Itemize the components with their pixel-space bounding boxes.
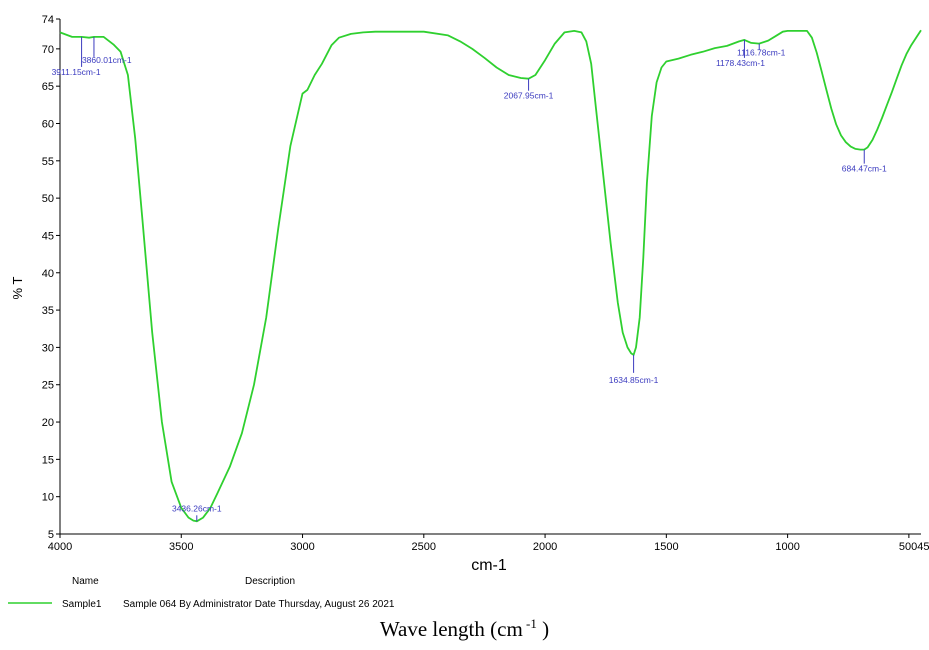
y-tick-label: 70 bbox=[42, 44, 54, 56]
caption-superscript: -1 bbox=[522, 616, 537, 631]
legend-header-description: Description bbox=[245, 576, 295, 587]
legend: Name Description Sample1 Sample 064 By A… bbox=[8, 576, 395, 610]
peak-label: 1178.43cm-1 bbox=[716, 58, 765, 68]
y-tick-label: 45 bbox=[42, 230, 54, 242]
y-tick-label: 25 bbox=[42, 380, 54, 392]
y-axis-title: % T bbox=[10, 277, 25, 300]
peak-label: 684.47cm-1 bbox=[842, 164, 887, 174]
y-tick-label: 10 bbox=[42, 492, 54, 504]
x-axis-title: cm-1 bbox=[471, 557, 507, 574]
y-tick-label: 15 bbox=[42, 454, 54, 466]
caption-text: Wave length (cm bbox=[379, 617, 523, 641]
series-line-sample1 bbox=[59, 29, 922, 523]
peak-label: 1116.78cm-1 bbox=[737, 48, 786, 58]
peak-label: 3860.01cm-1 bbox=[82, 55, 132, 65]
peak-annotations: 3860.01cm-1 3911.15cm-1 3436.26cm-1 2067.95… bbox=[52, 36, 887, 522]
x-tick-label: 500450 bbox=[899, 541, 929, 553]
legend-entry-name: Sample1 bbox=[62, 599, 102, 610]
axis-ticks: 5 10 15 20 25 30 35 40 45 50 55 60 65 70 74 4000 3500 300… bbox=[42, 14, 929, 553]
y-tick-label: 60 bbox=[42, 118, 54, 130]
series-layer bbox=[59, 29, 922, 523]
x-tick-label: 3500 bbox=[169, 541, 193, 553]
x-tick-label: 4000 bbox=[48, 541, 72, 553]
axes bbox=[59, 19, 921, 535]
legend-header-name: Name bbox=[72, 576, 99, 587]
x-tick-label: 1500 bbox=[654, 541, 678, 553]
y-tick-label: 65 bbox=[42, 81, 54, 93]
peak-label: 1634.85cm-1 bbox=[609, 375, 659, 385]
caption-close: ) bbox=[536, 617, 550, 641]
y-tick-label: 74 bbox=[42, 14, 54, 26]
x-tick-label: 2500 bbox=[412, 541, 436, 553]
y-tick-label: 5 bbox=[48, 529, 54, 541]
y-tick-label: 20 bbox=[42, 417, 54, 429]
y-tick-label: 50 bbox=[42, 193, 54, 205]
y-tick-label: 55 bbox=[42, 156, 54, 168]
ir-spectrum-chart: 5 10 15 20 25 30 35 40 45 50 55 60 65 70 74 4000 3500 300… bbox=[8, 14, 929, 610]
x-tick-label: 2000 bbox=[533, 541, 557, 553]
peak-label: 3436.26cm-1 bbox=[172, 503, 222, 513]
peak-label: 2067.95cm-1 bbox=[504, 91, 554, 101]
y-tick-label: 35 bbox=[42, 305, 54, 317]
x-tick-label: 3000 bbox=[290, 541, 314, 553]
y-tick-label: 30 bbox=[42, 342, 54, 354]
x-tick-label: 1000 bbox=[775, 541, 799, 553]
legend-entry-description: Sample 064 By Administrator Date Thursda… bbox=[123, 599, 395, 610]
peak-label: 3911.15cm-1 bbox=[52, 67, 101, 77]
figure-caption: Wave length (cm -1 ) bbox=[0, 616, 929, 642]
y-tick-label: 40 bbox=[42, 268, 54, 280]
